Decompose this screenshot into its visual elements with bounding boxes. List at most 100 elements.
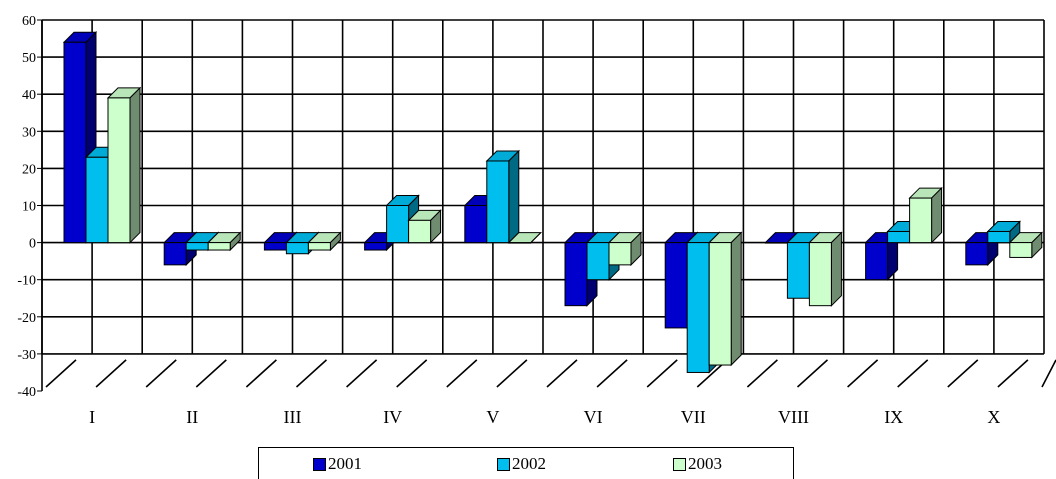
y-tick-label: -20	[17, 311, 36, 326]
bar-front-face	[464, 205, 488, 244]
bar-front-face	[63, 41, 87, 244]
x-category-label: IV	[383, 407, 402, 427]
x-category-label: I	[89, 407, 95, 427]
y-tick-label: 10	[22, 200, 36, 215]
bar-front-face	[307, 242, 331, 251]
x-category-label: VIII	[778, 407, 809, 427]
x-category-label: II	[186, 407, 198, 427]
floor-slash	[646, 359, 678, 388]
floor-slash	[897, 359, 929, 388]
bar-front-face	[786, 242, 810, 299]
bar-front-face	[285, 242, 309, 255]
legend-swatch-2002	[497, 457, 510, 471]
bar-front-face	[163, 242, 187, 266]
floor-slash	[95, 359, 127, 388]
floor-slash	[947, 359, 979, 388]
bar-front-face	[408, 219, 432, 244]
x-category-label: VI	[584, 407, 603, 427]
bar-front-face	[564, 242, 588, 307]
bar-2003-I	[106, 86, 142, 244]
y-tick-label: 60	[22, 14, 36, 29]
bar-2003-II	[206, 231, 242, 252]
bar-front-face	[364, 242, 388, 251]
bar-front-face	[1009, 242, 1033, 258]
floor-slash	[746, 359, 778, 388]
y-tick-label: 40	[22, 88, 36, 103]
bar-front-face	[909, 197, 933, 244]
floor-slash	[145, 359, 177, 388]
floor-slash	[997, 359, 1029, 388]
bar-front-face	[764, 242, 788, 244]
bar-front-face	[386, 205, 410, 244]
floor-slash	[245, 359, 277, 388]
bar-front-face	[887, 230, 911, 244]
floor-slash	[796, 359, 829, 388]
y-axis-ticks: 60 50 40 30 20 10 0 -10 -20 -30 -40	[17, 14, 36, 400]
y-tick-label: 50	[22, 51, 36, 66]
y-tick-label: -40	[17, 385, 36, 400]
bar-front-face	[965, 242, 989, 266]
bar-2003-X	[1008, 231, 1044, 259]
legend-label-2002: 2002	[512, 454, 546, 473]
legend-label-2001: 2001	[328, 454, 362, 473]
bar-side-face	[730, 231, 742, 367]
floor-slash	[195, 359, 227, 388]
bar-2003-V	[507, 232, 543, 244]
x-category-label: X	[987, 407, 1000, 427]
legend-item-2003: 2003	[673, 454, 722, 474]
bar-front-face	[508, 242, 532, 244]
x-category-label: V	[486, 407, 499, 427]
bar-side-face	[830, 231, 842, 307]
floor-slash	[45, 359, 77, 388]
floor-slash	[346, 359, 378, 388]
legend-item-2002: 2002	[497, 454, 546, 474]
bar-2003-VI	[607, 231, 643, 267]
bar-front-face	[708, 242, 732, 366]
floor-slash	[596, 359, 628, 388]
floor-slash	[396, 359, 428, 388]
bar-2003-IV	[407, 209, 442, 244]
x-category-label: VII	[681, 407, 706, 427]
bar-2003-III	[307, 231, 342, 252]
y-tick-label: -10	[17, 274, 36, 289]
bar-front-face	[865, 242, 889, 281]
bar-front-face	[664, 242, 688, 329]
bar-front-face	[486, 160, 510, 244]
bar-2003-VII	[707, 231, 743, 367]
bar-side-face	[508, 149, 520, 244]
bar-front-face	[586, 242, 610, 281]
bar-front-face	[987, 230, 1011, 244]
bar-2003-IX	[908, 186, 943, 244]
bar-2003-VIII	[808, 231, 843, 307]
x-axis-categories: I II III IV V VI VII VIII IX X	[89, 407, 1000, 427]
bar-front-face	[686, 242, 710, 373]
bar-front-face	[608, 242, 632, 266]
bar-side-face	[931, 186, 943, 244]
floor-slash	[847, 359, 879, 388]
legend-label-2003: 2003	[688, 454, 722, 473]
x-category-label: III	[284, 407, 302, 427]
bar-side-face	[530, 232, 542, 243]
floor-slash	[546, 359, 578, 388]
bar-front-face	[808, 242, 832, 307]
bar-front-face	[263, 242, 287, 251]
y-tick-label: 20	[22, 162, 36, 177]
y-tick-label: 0	[29, 237, 36, 252]
gridlines	[37, 19, 1056, 392]
legend-swatch-2001	[313, 457, 326, 471]
floor-slash	[1041, 359, 1056, 388]
bars	[62, 31, 1044, 374]
bar-2002-V	[485, 149, 521, 244]
bar-front-face	[185, 242, 209, 251]
floor-slash	[496, 359, 528, 388]
floor-slash	[295, 359, 328, 388]
bar-front-face	[85, 156, 109, 244]
bar-front-face	[207, 242, 231, 251]
legend: 2001 2002 2003	[258, 447, 794, 479]
bar-side-face	[129, 86, 141, 244]
y-tick-label: -30	[17, 348, 36, 363]
legend-item-2001: 2001	[313, 454, 362, 474]
x-category-label: IX	[884, 407, 903, 427]
y-tick-label: 30	[22, 125, 36, 140]
